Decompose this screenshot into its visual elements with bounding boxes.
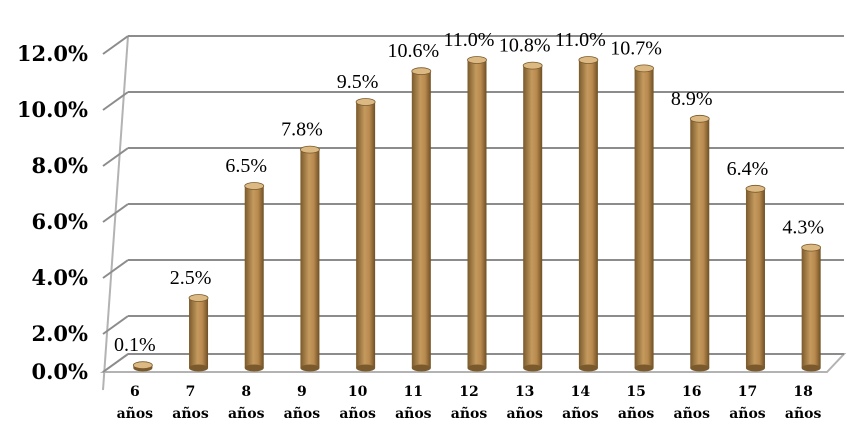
gridline-diagonal bbox=[102, 259, 129, 279]
data-label: 10.6% bbox=[387, 40, 439, 62]
bar-cap bbox=[522, 61, 543, 70]
bar bbox=[355, 98, 376, 372]
data-label: 9.5% bbox=[337, 71, 379, 93]
bar bbox=[578, 56, 599, 372]
data-label: 11.0% bbox=[444, 29, 495, 51]
y-axis-ticks: 0.0% 2.0% 4.0% 6.0% 8.0% 10.0% 12.0% bbox=[17, 41, 88, 384]
bar bbox=[689, 114, 710, 372]
data-label: 8.9% bbox=[671, 88, 713, 110]
data-label: 11.0% bbox=[555, 29, 606, 51]
y-tick-label: 6.0% bbox=[32, 209, 89, 234]
bar-cap bbox=[745, 184, 766, 193]
bar-cap bbox=[355, 98, 376, 106]
bar bbox=[745, 184, 766, 372]
bar bbox=[467, 56, 487, 372]
bar-cap bbox=[578, 56, 599, 64]
y-tick-label: 10.0% bbox=[17, 97, 88, 122]
bar-base bbox=[467, 364, 487, 372]
x-tick-label: 6 años bbox=[117, 384, 154, 422]
bar-body bbox=[801, 247, 821, 368]
y-tick-label: 12.0% bbox=[17, 41, 88, 66]
bar-body bbox=[411, 71, 431, 368]
data-labels: 0.1%2.5%6.5%7.8%9.5%10.6%11.0% 10.8% 11.0%… bbox=[114, 29, 824, 356]
y-tick-label: 4.0% bbox=[32, 265, 89, 290]
data-label: 10.8% bbox=[499, 35, 551, 57]
bar-body bbox=[300, 149, 320, 368]
bar bbox=[411, 67, 432, 372]
x-tick-label: 17 años bbox=[729, 384, 766, 422]
bar-body bbox=[356, 102, 376, 368]
bar-body bbox=[467, 60, 487, 368]
bar-base bbox=[356, 364, 376, 372]
bar-cap bbox=[411, 67, 432, 76]
bar bbox=[188, 294, 209, 372]
bar-body bbox=[634, 68, 654, 369]
bar bbox=[634, 64, 654, 372]
y-tick-label: 0.0% bbox=[32, 359, 89, 384]
bar-body bbox=[690, 118, 710, 368]
y-tick-label: 8.0% bbox=[32, 153, 89, 178]
bar-body bbox=[745, 188, 765, 368]
bar-base bbox=[300, 364, 320, 372]
x-tick-label: 15 años bbox=[618, 384, 655, 422]
bar-cap bbox=[300, 145, 320, 154]
bars bbox=[132, 56, 822, 372]
x-tick-label: 9 años bbox=[284, 384, 321, 422]
gridline-diagonal bbox=[102, 315, 129, 335]
bar-cap bbox=[188, 294, 209, 302]
bar-base bbox=[411, 364, 431, 372]
bar-body bbox=[578, 60, 598, 368]
data-label: 6.4% bbox=[727, 158, 769, 180]
bar-body bbox=[523, 65, 543, 368]
x-tick-label: 16 años bbox=[674, 384, 711, 422]
gridline-diagonal bbox=[102, 35, 129, 55]
bar bbox=[300, 145, 320, 372]
bar-base bbox=[189, 364, 209, 372]
y-tick-label: 2.0% bbox=[32, 321, 89, 346]
x-tick-label: 10 años bbox=[339, 384, 376, 422]
data-label: 4.3% bbox=[782, 217, 824, 239]
bar bbox=[522, 61, 543, 372]
gridline-diagonal bbox=[102, 91, 129, 111]
x-tick-label: 11 años bbox=[395, 384, 432, 422]
x-tick-label: 8 años bbox=[228, 384, 265, 422]
bar-cap bbox=[801, 243, 822, 252]
x-axis-ticks: 6 años 7 años 8 años 9 años 10 años 11 años 12 años 13… bbox=[117, 384, 822, 422]
bar-base bbox=[690, 364, 710, 372]
data-label: 6.5% bbox=[225, 155, 267, 177]
bar-body bbox=[189, 298, 209, 368]
bar-base bbox=[745, 364, 765, 372]
bar bbox=[801, 243, 822, 372]
x-tick-label: 18 años bbox=[785, 384, 822, 422]
bar-cap bbox=[689, 114, 710, 123]
bar-cap bbox=[244, 182, 265, 190]
bar-body bbox=[244, 186, 264, 368]
data-label: 2.5% bbox=[170, 267, 212, 289]
gridline-diagonal bbox=[102, 353, 129, 373]
bar-base bbox=[244, 364, 264, 372]
data-label: 10.7% bbox=[610, 37, 662, 59]
bar-cap bbox=[467, 56, 487, 64]
gridline-diagonal bbox=[102, 147, 129, 167]
bar-cap bbox=[634, 64, 654, 73]
data-label: 0.1% bbox=[114, 334, 156, 356]
bar-base bbox=[634, 364, 654, 372]
x-tick-label: 13 años bbox=[506, 384, 543, 422]
bar bbox=[132, 361, 153, 372]
x-tick-label: 14 años bbox=[562, 384, 599, 422]
bar-cap bbox=[132, 361, 153, 370]
gridline-diagonal bbox=[102, 203, 129, 223]
bar-base bbox=[578, 364, 598, 372]
x-tick-label: 12 años bbox=[451, 384, 488, 422]
bar-base bbox=[801, 364, 821, 372]
bar bbox=[244, 182, 265, 372]
x-tick-label: 7 años bbox=[172, 384, 209, 422]
data-label: 7.8% bbox=[281, 119, 323, 141]
bar-base bbox=[523, 364, 543, 372]
